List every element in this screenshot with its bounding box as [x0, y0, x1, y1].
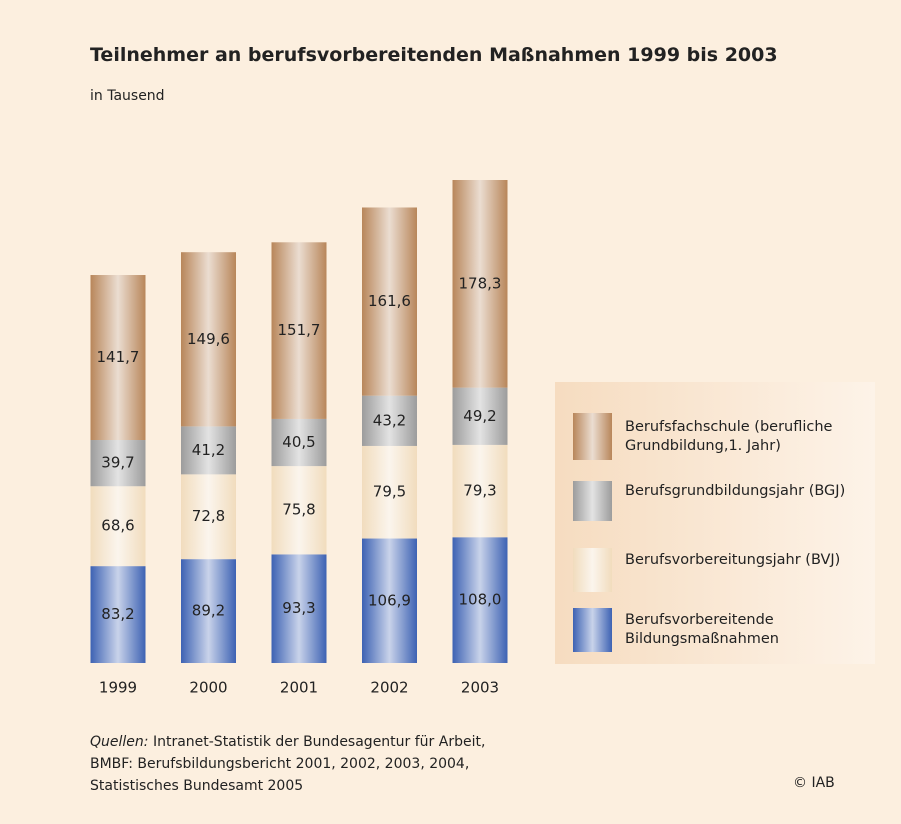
value-label: 178,3 [459, 274, 502, 292]
value-label: 79,3 [463, 482, 496, 500]
value-label: 41,2 [192, 441, 225, 459]
bar-segment [271, 418, 327, 467]
value-label: 40,5 [282, 433, 315, 451]
bar-segment [362, 207, 417, 396]
value-label: 43,2 [373, 411, 406, 429]
value-label: 68,6 [101, 517, 134, 535]
legend-label: Berufsfachschule (berufliche Grundbildun… [625, 418, 833, 454]
chart-title: Teilnehmer an berufsvorbereitenden Maßna… [90, 44, 778, 66]
bar-segment [181, 474, 236, 560]
value-label: 106,9 [368, 591, 411, 609]
bar-segment [452, 537, 508, 663]
bar-segment [271, 466, 327, 555]
value-label: 83,2 [101, 605, 134, 623]
bar-segment [90, 566, 146, 663]
value-label: 108,0 [459, 591, 502, 609]
legend-swatch [573, 608, 612, 652]
value-label: 89,2 [192, 602, 225, 620]
copyright: © IAB [793, 775, 835, 791]
legend-swatch [573, 413, 612, 460]
bar-segment [181, 559, 236, 663]
value-label: 72,8 [192, 507, 225, 525]
value-label: 149,6 [187, 330, 230, 348]
legend-label: Berufsvorbereitungsjahr (BVJ) [625, 552, 841, 568]
bar-segment [90, 440, 146, 487]
bar-segment [452, 180, 508, 388]
value-label: 49,2 [463, 407, 496, 425]
bar-segment [362, 538, 417, 663]
x-tick-label: 2001 [280, 679, 318, 697]
legend-label: Berufsvorbereitende Bildungsmaßnahmen [625, 612, 779, 647]
legend-swatch [573, 548, 612, 592]
value-label: 79,5 [373, 483, 406, 501]
source-line: BMBF: Berufsbildungsbericht 2001, 2002, … [90, 756, 470, 772]
bar-segment [181, 252, 236, 427]
bar-segment [362, 395, 417, 446]
source-text: Intranet-Statistik der Bundesagentur für… [152, 734, 486, 750]
chart-subtitle: in Tausend [90, 88, 165, 104]
source-line: Statistisches Bundesamt 2005 [90, 778, 304, 794]
value-label: 39,7 [101, 454, 134, 472]
x-tick-label: 2002 [370, 679, 408, 697]
x-tick-label: 1999 [99, 679, 137, 697]
x-tick-label: 2000 [189, 679, 227, 697]
bar-segment [90, 275, 146, 441]
source-line: Quellen: Intranet-Statistik der Bundesag… [90, 731, 485, 753]
legend-swatch [573, 481, 612, 521]
bar-segment [452, 444, 508, 538]
bar-segment [271, 242, 327, 419]
bar-segment [271, 554, 327, 663]
value-label: 161,6 [368, 292, 411, 310]
value-label: 93,3 [282, 599, 315, 617]
bar-segment [90, 486, 146, 567]
source-label: Quellen: [90, 734, 149, 750]
bar-segment [181, 426, 236, 475]
x-tick-label: 2003 [461, 679, 499, 697]
bar-segment [362, 445, 417, 539]
value-label: 75,8 [282, 501, 315, 519]
bar-segment [452, 387, 508, 445]
value-label: 151,7 [278, 321, 321, 339]
legend-label: Berufsgrundbildungsjahr (BGJ) [625, 483, 846, 499]
source: Quellen: Intranet-Statistik der Bundesag… [90, 731, 485, 797]
value-label: 141,7 [97, 348, 140, 366]
